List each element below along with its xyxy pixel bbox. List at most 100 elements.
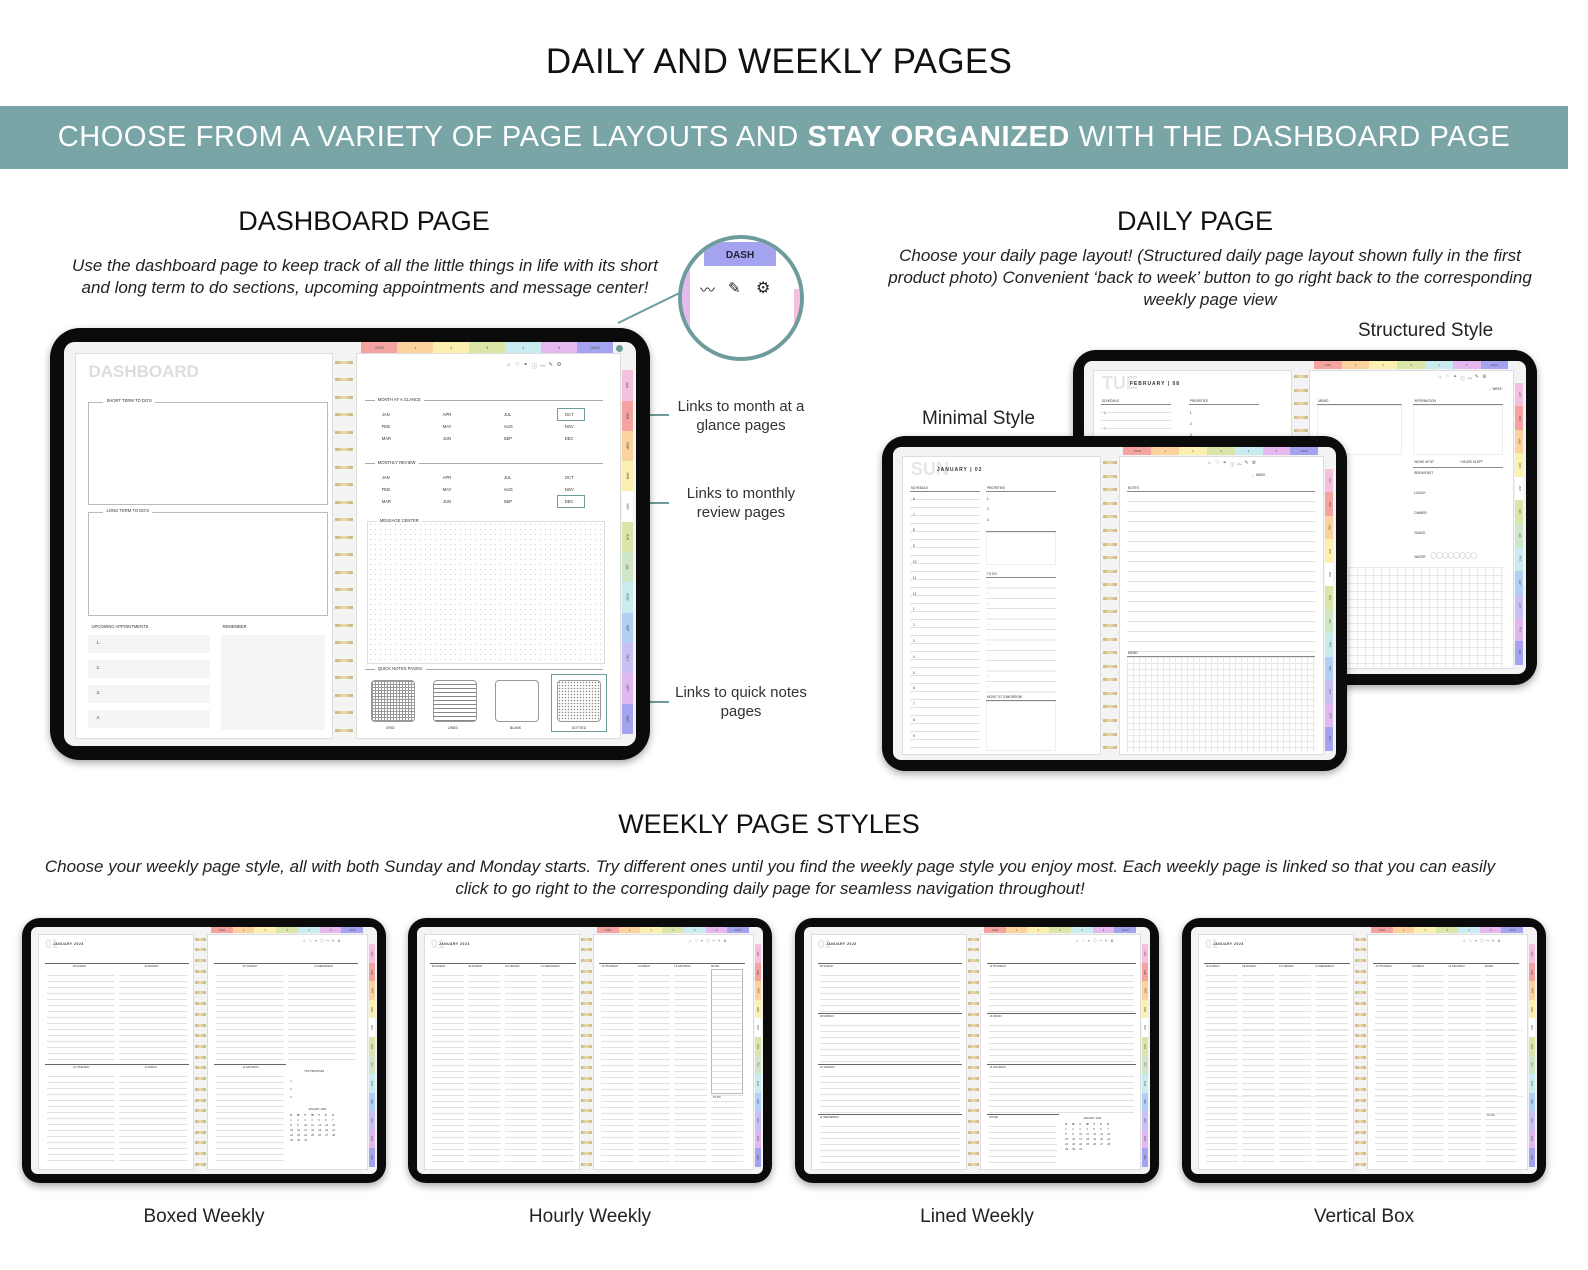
side-tab-jun[interactable]: JUN (754, 1036, 761, 1056)
calendar-day[interactable]: 14 (332, 1123, 336, 1127)
review-link[interactable]: JUL (503, 475, 512, 481)
side-tab-aug[interactable]: AUG (1528, 1074, 1535, 1093)
side-tab-feb[interactable]: FEB (1528, 962, 1535, 982)
top-tab-2[interactable]: 2 (1369, 361, 1398, 370)
side-tab-sep[interactable]: SEP (368, 1092, 375, 1112)
calendar-day[interactable]: 29 (1065, 1148, 1069, 1152)
link-icon[interactable]: ⚭ (523, 362, 528, 369)
top-tab-1[interactable]: 1 (1392, 927, 1415, 934)
side-tab-jul[interactable]: JUL (1528, 1055, 1535, 1074)
top-tab-5[interactable]: 5 (1479, 927, 1502, 934)
side-tab-nov[interactable]: NOV (1528, 1129, 1535, 1149)
side-tab-mar[interactable]: MAR (1141, 981, 1148, 1000)
side-tab-may[interactable]: MAY (754, 1018, 761, 1037)
side-tab-oct[interactable]: OCT (1515, 594, 1524, 618)
calendar-day[interactable]: 19 (318, 1128, 322, 1132)
calendar-day[interactable]: 11 (311, 1123, 314, 1127)
water-drops[interactable]: ◯◯◯◯◯◯◯◯ (1430, 552, 1477, 559)
calendar-day[interactable]: 4 (311, 1118, 313, 1122)
calendar-day[interactable]: 20 (325, 1128, 329, 1132)
calendar-day[interactable]: 15 (1065, 1138, 1069, 1142)
side-tab-jun[interactable]: JUN (1528, 1036, 1535, 1056)
top-tab-1[interactable]: 1 (1341, 361, 1370, 370)
side-tab-dec[interactable]: DEC (1528, 1148, 1535, 1167)
calendar-day[interactable]: 31 (304, 1138, 308, 1142)
link-icon[interactable]: ⚭ (1474, 938, 1478, 943)
top-tab-2[interactable]: 2 (1027, 927, 1050, 934)
quick-note-dotted[interactable] (556, 680, 601, 723)
top-tab-year[interactable]: YEAR (983, 927, 1006, 934)
side-tab-jan[interactable]: JAN (1515, 382, 1524, 407)
top-tab-1[interactable]: 1 (232, 927, 255, 934)
top-tab-3[interactable]: 3 (662, 927, 684, 934)
side-tab-apr[interactable]: APR (754, 999, 761, 1019)
top-tab-1[interactable]: 1 (1005, 927, 1028, 934)
side-tab-mar[interactable]: MAR (1528, 981, 1535, 1000)
link-icon[interactable]: ⚭ (1222, 460, 1227, 466)
calendar-day[interactable]: 8 (1065, 1133, 1067, 1137)
calendar-day[interactable]: 5 (1093, 1128, 1095, 1132)
review-link[interactable]: DEC (564, 499, 574, 505)
side-tab-jan[interactable]: JAN (368, 944, 375, 963)
top-tab-3[interactable]: 3 (1049, 927, 1071, 934)
pencil-icon[interactable]: ✎ (548, 362, 553, 369)
review-link[interactable]: JUN (442, 499, 451, 505)
week-link[interactable]: ← WEEK (1488, 386, 1502, 391)
chart-icon[interactable]: 〰 (1467, 376, 1473, 382)
calendar-day[interactable]: 21 (332, 1128, 336, 1132)
top-tab-3[interactable]: 3 (1397, 361, 1425, 370)
home-icon[interactable]: ⌂ (302, 938, 306, 943)
side-tab-oct[interactable]: OCT (622, 642, 633, 674)
calendar-day[interactable]: 6 (1100, 1128, 1102, 1132)
calendar-day[interactable]: 24 (1079, 1143, 1083, 1147)
side-tab-feb[interactable]: FEB (1141, 962, 1148, 982)
top-tab-dash[interactable]: DASH (1114, 927, 1137, 934)
appointment-row[interactable] (88, 685, 211, 704)
top-tab-5[interactable]: 5 (1262, 447, 1291, 456)
calendar-day[interactable]: 16 (1072, 1138, 1076, 1142)
link-icon[interactable]: ⚭ (1452, 374, 1457, 380)
calendar-day[interactable]: 19 (1093, 1138, 1097, 1142)
calendar-day[interactable]: 23 (297, 1133, 301, 1137)
side-tab-jun[interactable]: JUN (1325, 586, 1334, 610)
month-link[interactable]: APR (442, 412, 452, 418)
calendar-day[interactable]: 28 (332, 1133, 336, 1137)
calendar-day[interactable]: 13 (325, 1123, 329, 1127)
chart-icon[interactable]: 〰 (1098, 938, 1103, 943)
side-tab-jul[interactable]: JUL (368, 1055, 375, 1074)
info-icon[interactable]: ⓘ (531, 364, 538, 371)
side-tab-oct[interactable]: OCT (368, 1111, 375, 1130)
calendar-day[interactable]: 28 (1107, 1143, 1111, 1147)
side-tab-sep[interactable]: SEP (1528, 1092, 1535, 1112)
side-tab-may[interactable]: MAY (1528, 1018, 1535, 1037)
side-tab-nov[interactable]: NOV (622, 673, 633, 704)
calendar-day[interactable]: 12 (1093, 1133, 1097, 1137)
calendar-day[interactable]: 9 (297, 1123, 299, 1127)
month-link[interactable]: SEP (503, 436, 513, 442)
side-tab-dec[interactable]: DEC (754, 1148, 761, 1167)
calendar-day[interactable]: 29 (290, 1138, 294, 1142)
top-tab-2[interactable]: 2 (1414, 927, 1437, 934)
top-tab-4[interactable]: 4 (1070, 927, 1093, 934)
calendar-day[interactable]: 17 (1079, 1138, 1083, 1142)
gear-icon[interactable]: ⚙ (1482, 374, 1487, 380)
info-icon[interactable]: ⓘ (320, 938, 324, 943)
side-tab-mar[interactable]: MAR (622, 430, 633, 462)
side-tab-jun[interactable]: JUN (1141, 1036, 1148, 1056)
top-tab-dash[interactable]: DASH (1290, 447, 1319, 456)
calendar-day[interactable]: 1 (290, 1118, 292, 1122)
side-tab-dec[interactable]: DEC (1141, 1148, 1148, 1167)
calendar-day[interactable]: 27 (1100, 1143, 1104, 1147)
review-link[interactable]: NOV (564, 487, 574, 493)
side-tab-dec[interactable]: DEC (1515, 641, 1524, 665)
top-tab-5[interactable]: 5 (705, 927, 728, 934)
side-tab-sep[interactable]: SEP (1141, 1092, 1148, 1112)
review-link[interactable]: APR (442, 475, 452, 481)
side-tab-apr[interactable]: APR (1528, 999, 1535, 1019)
side-tab-nov[interactable]: NOV (1141, 1129, 1148, 1149)
calendar-day[interactable]: 22 (1065, 1143, 1069, 1147)
side-tab-aug[interactable]: AUG (754, 1074, 761, 1093)
calendar-day[interactable]: 27 (325, 1133, 329, 1137)
pencil-icon[interactable]: ✎ (1244, 460, 1249, 466)
top-tab-year[interactable]: YEAR (210, 927, 233, 934)
